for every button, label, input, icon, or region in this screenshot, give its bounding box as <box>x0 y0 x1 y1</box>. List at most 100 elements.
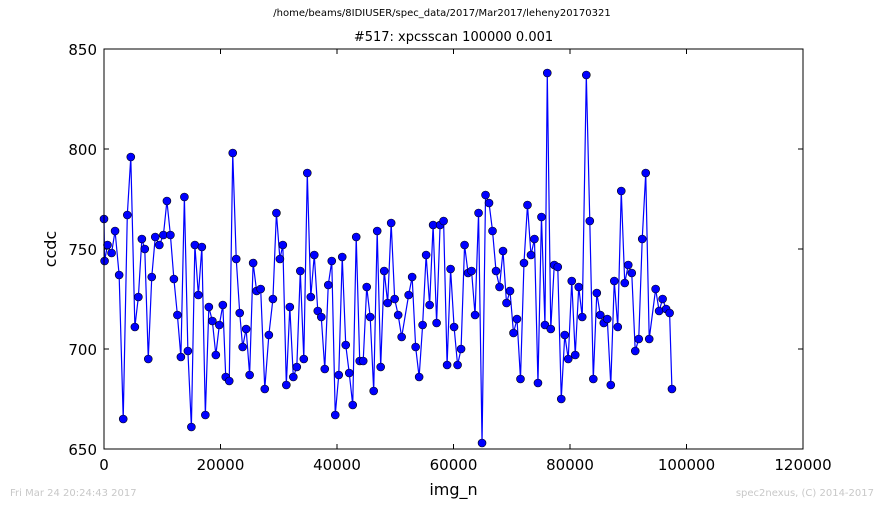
data-point <box>516 374 525 384</box>
data-point <box>560 330 570 340</box>
data-point <box>194 290 203 300</box>
data-point <box>147 272 157 282</box>
data-point <box>376 362 385 372</box>
data-point <box>358 356 368 366</box>
data-point <box>323 280 333 290</box>
data-point <box>256 284 265 294</box>
data-point <box>407 272 417 282</box>
data-point <box>546 324 556 334</box>
data-point <box>241 324 251 334</box>
data-point <box>627 268 637 278</box>
x-tick-label: 100000 <box>658 456 715 474</box>
data-point <box>432 318 441 328</box>
x-tick-label: 20000 <box>197 456 245 474</box>
data-point <box>512 314 522 324</box>
data-point <box>585 216 595 226</box>
data-point <box>379 266 389 276</box>
data-point <box>460 240 469 250</box>
data-point <box>204 302 214 312</box>
data-point <box>183 346 193 356</box>
data-point <box>166 230 175 240</box>
data-point <box>397 332 406 342</box>
plot-frame <box>103 48 804 450</box>
data-point <box>439 216 448 226</box>
data-point <box>362 282 372 292</box>
data-point <box>467 266 476 276</box>
data-point <box>616 186 626 196</box>
data-point <box>414 372 424 382</box>
data-point <box>302 168 312 178</box>
data-layer <box>99 68 677 448</box>
data-point <box>563 354 573 364</box>
chart-title: #517: xpcsscan 100000 0.001 <box>353 30 554 45</box>
data-point <box>526 250 536 260</box>
data-point <box>421 250 431 260</box>
data-point <box>667 384 677 394</box>
data-point <box>231 254 241 264</box>
data-point <box>449 322 459 332</box>
data-point <box>570 350 580 360</box>
data-point <box>456 344 466 354</box>
data-point <box>100 256 109 266</box>
data-point <box>268 294 278 304</box>
data-point <box>334 370 344 380</box>
data-point <box>211 350 221 360</box>
data-point <box>114 270 124 280</box>
data-point <box>453 360 462 370</box>
data-point <box>658 294 667 304</box>
data-point <box>299 354 309 364</box>
data-point <box>137 234 147 244</box>
data-point <box>155 240 164 250</box>
data-point <box>502 298 511 308</box>
data-point <box>296 266 305 276</box>
data-point <box>169 274 179 284</box>
data-point <box>620 278 630 288</box>
series-line <box>103 72 673 444</box>
data-point <box>474 208 483 218</box>
data-point <box>446 264 455 274</box>
data-point <box>150 232 160 242</box>
x-tick-label: 120000 <box>774 456 831 474</box>
data-point <box>330 410 340 420</box>
data-point <box>282 380 291 390</box>
data-point <box>238 342 247 352</box>
data-point <box>602 314 612 324</box>
data-point <box>574 282 584 292</box>
data-point <box>351 232 361 242</box>
data-point <box>637 234 647 244</box>
data-point <box>215 320 224 330</box>
data-point <box>118 414 128 424</box>
x-tick-label: 80000 <box>546 456 594 474</box>
data-point <box>404 290 413 300</box>
data-point <box>665 308 674 318</box>
data-point <box>126 152 136 162</box>
data-point <box>228 148 238 158</box>
data-point <box>248 258 258 268</box>
data-point <box>519 258 529 268</box>
data-point <box>498 246 508 256</box>
data-point <box>337 252 347 262</box>
data-point <box>260 384 270 394</box>
data-point <box>641 168 651 178</box>
data-point <box>495 282 504 292</box>
data-point <box>595 310 605 320</box>
data-point <box>582 70 591 80</box>
data-point <box>341 340 351 350</box>
data-point <box>418 320 427 330</box>
footer-credit: spec2nexus, (C) 2014-2017 <box>735 488 874 499</box>
y-tick-label: 800 <box>68 141 97 159</box>
data-point <box>245 370 254 380</box>
y-tick-label: 850 <box>68 41 97 59</box>
data-point <box>484 198 494 208</box>
y-axis: 650 700 750 800 850 <box>68 41 803 459</box>
data-point <box>383 298 392 308</box>
x-axis: 0 20000 40000 60000 80000 100000 120000 <box>99 49 832 474</box>
data-point <box>644 334 654 344</box>
x-tick-label: 0 <box>99 456 109 474</box>
data-point <box>187 422 196 432</box>
data-point <box>442 360 452 370</box>
data-point <box>208 316 217 326</box>
data-point <box>306 292 316 302</box>
data-point <box>309 250 319 260</box>
y-tick-label: 700 <box>68 341 97 359</box>
